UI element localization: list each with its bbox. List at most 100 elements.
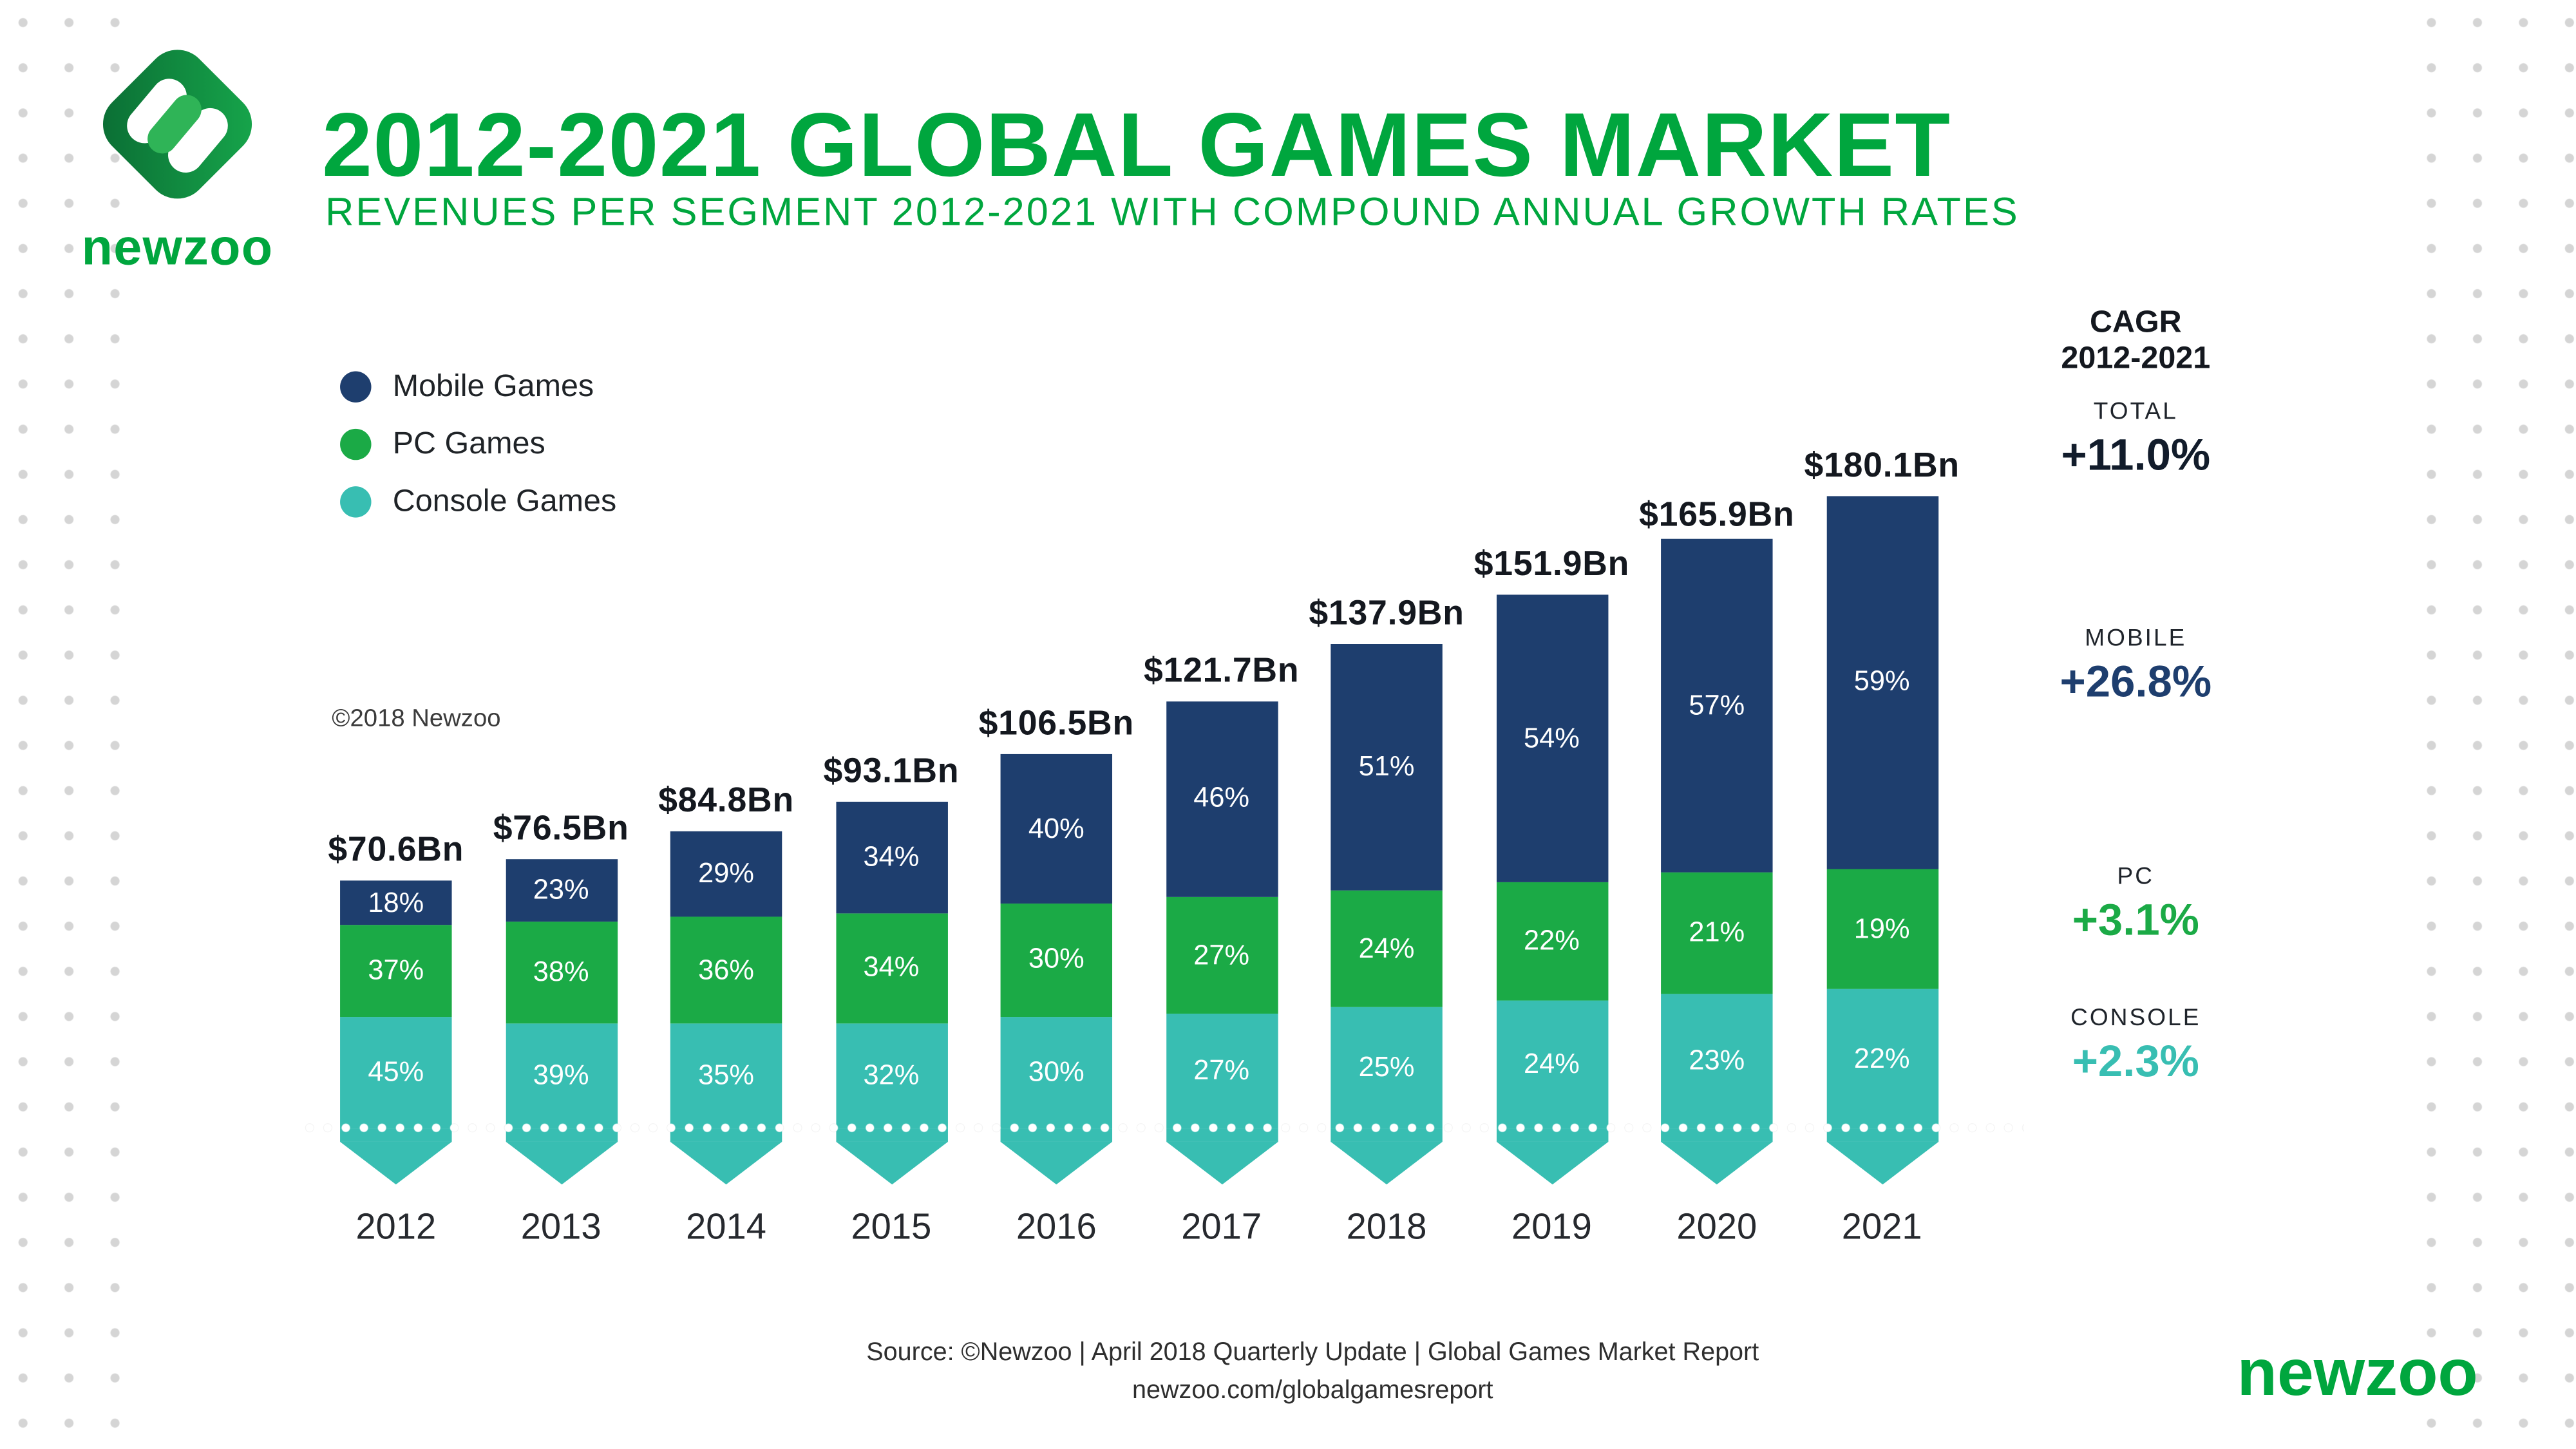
bar-percent-label: 19%: [1853, 913, 1910, 944]
cagr-value-total: +11.0%: [2061, 430, 2211, 480]
cagr-label-pc: PC: [2117, 864, 2155, 891]
cagr-panel: CAGR 2012-2021 TOTAL +11.0% MOBILE +26.8…: [1980, 0, 2292, 1449]
bar-segment-mobile: 54%: [1495, 594, 1608, 884]
bar-percent-label: 22%: [1853, 1042, 1910, 1074]
bar-percent-label: 46%: [1193, 782, 1250, 814]
bar-percent-label: 35%: [698, 1060, 754, 1092]
bar-total-label: $137.9Bn: [1309, 594, 1464, 632]
bar-tail-point: [1000, 1141, 1113, 1185]
cagr-label-mobile: MOBILE: [2085, 625, 2187, 652]
bar-segment-mobile: 57%: [1661, 539, 1773, 873]
year-label: 2015: [851, 1206, 932, 1247]
bar-percent-label: 40%: [1028, 812, 1084, 844]
page-title: 2012-2021 GLOBAL GAMES MARKET: [322, 93, 1951, 196]
bar-total-label: $165.9Bn: [1639, 496, 1795, 535]
bar-tail-point: [1331, 1141, 1443, 1185]
bar-tail-point: [1826, 1141, 1938, 1185]
bar-segment-pc: 34%: [835, 913, 947, 1024]
bar-percent-label: 27%: [1193, 1054, 1250, 1086]
bar-tail-point: [1165, 1141, 1278, 1185]
bar-tail-point: [1495, 1141, 1608, 1185]
bar-segment-console: 39%: [505, 1023, 617, 1129]
cagr-value-console: +2.3%: [2072, 1036, 2199, 1086]
bar-percent-label: 32%: [863, 1059, 920, 1092]
bar-segment-pc: 19%: [1826, 869, 1938, 990]
year-label: 2012: [355, 1206, 437, 1247]
source-url: newzoo.com/globalgamesreport: [1132, 1376, 1493, 1405]
bar-segment-mobile: 46%: [1165, 701, 1278, 898]
bar-percent-label: 54%: [1524, 722, 1580, 754]
bar-total-label: $70.6Bn: [328, 831, 464, 869]
legend-item-console: Console Games: [340, 473, 616, 531]
bar-segment-console: 30%: [1000, 1016, 1113, 1129]
bar-percent-label: 30%: [1028, 1056, 1084, 1088]
dot-grid-left: [0, 0, 138, 1449]
bar-percent-label: 37%: [368, 954, 424, 986]
bar-percent-label: 25%: [1358, 1051, 1415, 1083]
bar-percent-label: 24%: [1358, 933, 1415, 964]
bar-tail-point: [340, 1141, 452, 1185]
bar-total-label: $76.5Bn: [493, 810, 629, 849]
cagr-value-mobile: +26.8%: [2060, 657, 2212, 706]
bar-segment-console: 25%: [1331, 1007, 1443, 1129]
year-label: 2018: [1346, 1206, 1427, 1247]
bar-percent-label: 34%: [863, 951, 920, 983]
year-label: 2013: [520, 1206, 601, 1247]
bar-segment-console: 35%: [670, 1024, 782, 1129]
year-label: 2016: [1016, 1206, 1097, 1247]
bar-total-label: $84.8Bn: [658, 781, 794, 819]
bar-segment-pc: 21%: [1661, 872, 1773, 995]
year-label: 2019: [1511, 1206, 1592, 1247]
bar-percent-label: 22%: [1524, 925, 1580, 957]
bar-segment-mobile: 29%: [670, 830, 782, 917]
bar-total-label: $180.1Bn: [1804, 446, 1960, 484]
cagr-label-console: CONSOLE: [2070, 1005, 2201, 1032]
bar-segment-mobile: 59%: [1826, 495, 1938, 869]
cagr-item-total: TOTAL +11.0%: [1980, 399, 2292, 482]
legend-label-console: Console Games: [392, 484, 617, 518]
legend-label-mobile: Mobile Games: [392, 368, 594, 404]
bar-segment-console: 32%: [835, 1023, 947, 1129]
baseline-dotted-line-overlay: [300, 1122, 2024, 1134]
bar-segment-mobile: 23%: [505, 859, 617, 922]
bar-percent-label: 23%: [1689, 1045, 1745, 1077]
legend-swatch-mobile: [340, 371, 372, 402]
bar-segment-console: 23%: [1661, 994, 1773, 1129]
bar-segment-console: 22%: [1826, 989, 1938, 1129]
year-label: 2014: [686, 1206, 766, 1247]
year-label: 2017: [1181, 1206, 1262, 1247]
copyright-note: ©2018 Newzoo: [332, 705, 501, 733]
cagr-item-pc: PC +3.1%: [1980, 864, 2292, 947]
bar-percent-label: 38%: [533, 956, 589, 988]
bar-total-label: $93.1Bn: [823, 752, 960, 790]
cagr-value-pc: +3.1%: [2072, 895, 2199, 945]
bar-segment-console: 24%: [1495, 1000, 1608, 1129]
cagr-heading: CAGR 2012-2021: [1980, 305, 2292, 377]
bar-segment-pc: 22%: [1495, 883, 1608, 1001]
year-label: 2021: [1841, 1206, 1922, 1247]
bar-percent-label: 24%: [1524, 1048, 1580, 1079]
bar-segment-pc: 30%: [1000, 904, 1113, 1017]
bar-percent-label: 18%: [368, 886, 424, 918]
bar-segment-console: 45%: [340, 1017, 452, 1129]
legend-swatch-console: [340, 486, 372, 518]
source-note: Source: ©Newzoo | April 2018 Quarterly U…: [466, 1334, 2159, 1409]
page-subtitle: REVENUES PER SEGMENT 2012-2021 WITH COMP…: [325, 190, 2020, 235]
bar-percent-label: 23%: [533, 874, 589, 905]
cagr-heading-line1: CAGR: [2089, 305, 2182, 341]
legend-item-mobile: Mobile Games: [340, 358, 616, 415]
logo-wordmark: newzoo: [81, 218, 274, 276]
bar-segment-pc: 24%: [1331, 891, 1443, 1008]
bar-tail-point: [505, 1141, 617, 1185]
source-text: Source: ©Newzoo | April 2018 Quarterly U…: [866, 1339, 1759, 1367]
logo-diamond-icon: [102, 50, 252, 199]
bar-percent-label: 59%: [1853, 665, 1910, 697]
bar-percent-label: 51%: [1358, 751, 1415, 782]
bar-tail-point: [670, 1141, 782, 1185]
bar-tail-point: [1661, 1141, 1773, 1185]
bar-segment-pc: 27%: [1165, 897, 1278, 1014]
year-label: 2020: [1676, 1206, 1757, 1247]
bar-segment-mobile: 34%: [835, 801, 947, 913]
